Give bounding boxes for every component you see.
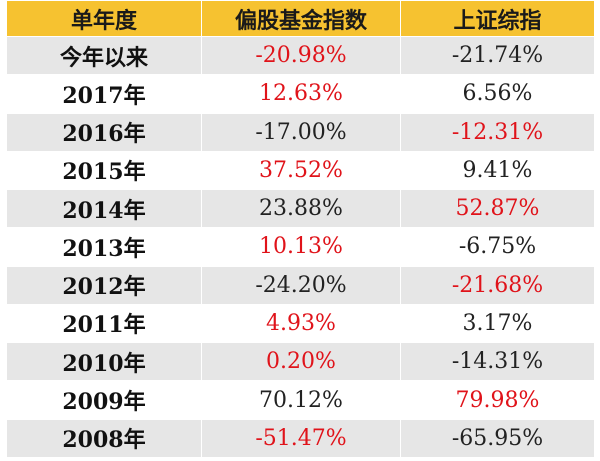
table-row: 2010年 0.20% -14.31% [6, 342, 595, 382]
table-row: 2015年 37.52% 9.41% [6, 150, 595, 191]
table-row: 2013年 10.13% -6.75% [6, 227, 595, 267]
table-row: 2016年 -17.00% -12.31% [6, 112, 595, 152]
fund-index-cell: -20.98% [201, 35, 401, 76]
table-row: 2011年 4.93% 3.17% [6, 303, 595, 344]
period-cell: 2012年 [6, 265, 202, 305]
shanghai-index-cell: -65.95% [400, 418, 595, 459]
table-row: 今年以来 -20.98% -21.74% [6, 35, 595, 76]
table-row: 2017年 12.63% 6.56% [6, 74, 595, 114]
period-cell: 2014年 [6, 189, 202, 229]
period-cell: 2008年 [6, 418, 202, 459]
shanghai-index-cell: -12.31% [400, 112, 595, 152]
shanghai-index-cell: 52.87% [400, 189, 595, 229]
fund-index-cell: 10.13% [201, 227, 401, 267]
period-cell: 2013年 [6, 227, 202, 267]
period-cell: 2010年 [6, 342, 202, 382]
period-cell: 2009年 [6, 380, 202, 420]
fund-index-cell: -17.00% [201, 112, 401, 152]
shanghai-index-cell: -21.74% [400, 35, 595, 76]
shanghai-index-cell: 9.41% [400, 150, 595, 191]
fund-index-cell: 12.63% [201, 74, 401, 114]
shanghai-index-cell: 79.98% [400, 380, 595, 420]
table-row: 2012年 -24.20% -21.68% [6, 265, 595, 305]
fund-index-cell: 4.93% [201, 303, 401, 344]
period-cell: 2011年 [6, 303, 202, 344]
period-cell: 2015年 [6, 150, 202, 191]
header-shanghai-index: 上证综指 [400, 0, 595, 37]
fund-index-cell: 70.12% [201, 380, 401, 420]
header-fund-index: 偏股基金指数 [201, 0, 401, 37]
fund-index-cell: 23.88% [201, 189, 401, 229]
shanghai-index-cell: 3.17% [400, 303, 595, 344]
table-row: 2009年 70.12% 79.98% [6, 380, 595, 420]
returns-table: 单年度 偏股基金指数 上证综指 今年以来 -20.98% -21.74% 2017年 1… [6, 0, 595, 459]
shanghai-index-cell: -14.31% [400, 342, 595, 382]
period-cell: 2017年 [6, 74, 202, 114]
period-cell: 今年以来 [6, 35, 202, 76]
fund-index-cell: -51.47% [201, 418, 401, 459]
shanghai-index-cell: 6.56% [400, 74, 595, 114]
fund-index-cell: -24.20% [201, 265, 401, 305]
period-cell: 2016年 [6, 112, 202, 152]
header-period: 单年度 [6, 0, 202, 37]
shanghai-index-cell: -21.68% [400, 265, 595, 305]
fund-index-cell: 0.20% [201, 342, 401, 382]
table-row: 2008年 -51.47% -65.95% [6, 418, 595, 459]
shanghai-index-cell: -6.75% [400, 227, 595, 267]
table-row: 2014年 23.88% 52.87% [6, 189, 595, 229]
fund-index-cell: 37.52% [201, 150, 401, 191]
header-row: 单年度 偏股基金指数 上证综指 [6, 0, 595, 37]
